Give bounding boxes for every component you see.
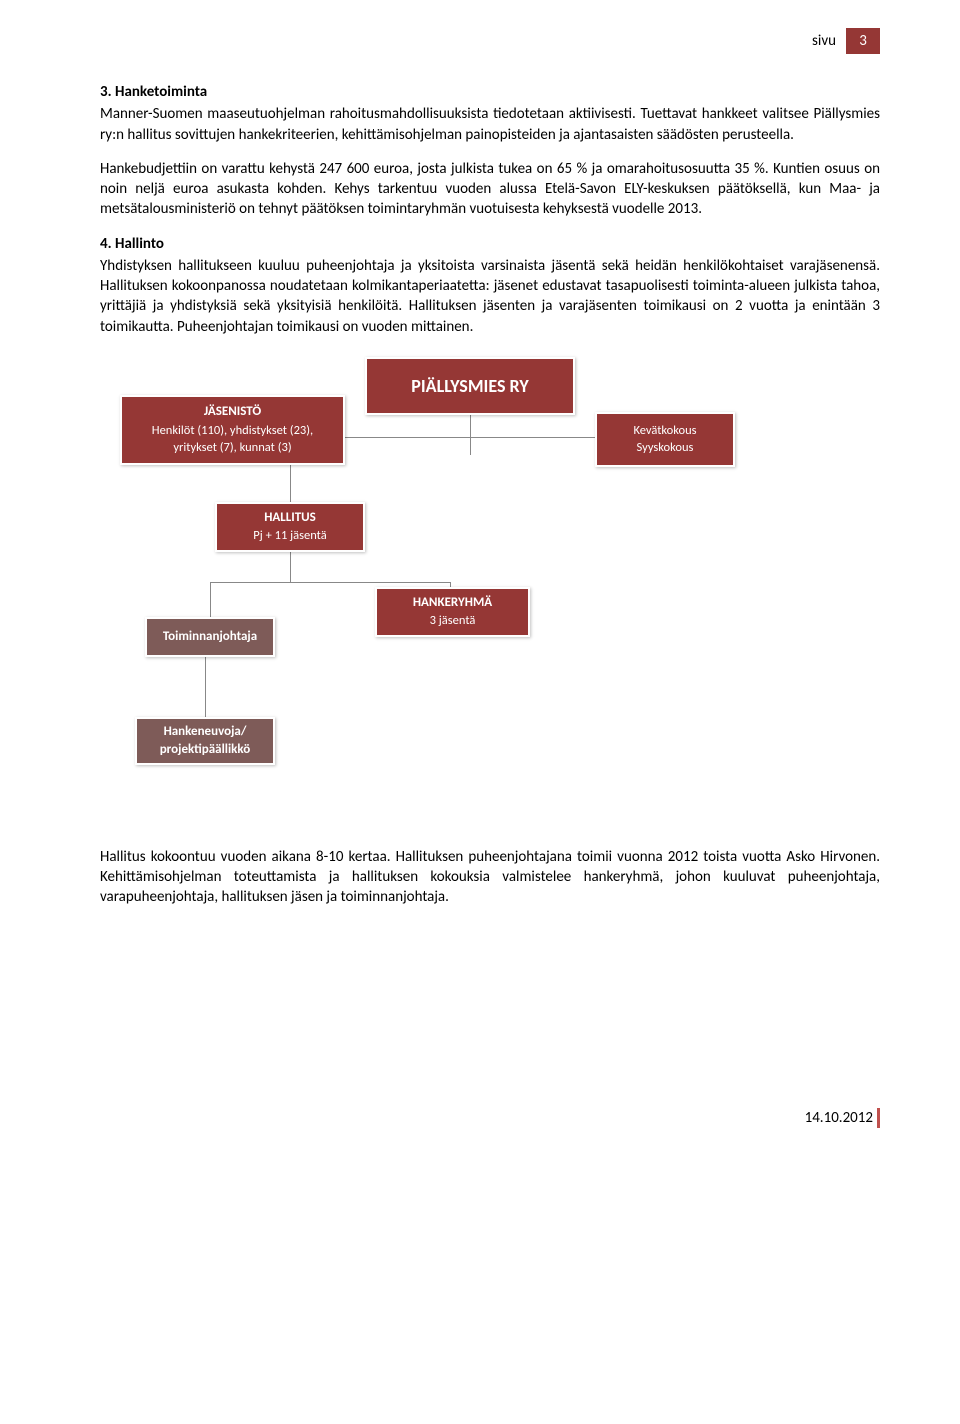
page-header-label: sivu	[812, 31, 836, 51]
node-kokous: KevätkokousSyyskokous	[595, 412, 735, 467]
footer-date: 14.10.2012	[100, 1108, 880, 1128]
para-3-2: Hankebudjettiin on varattu kehystä 247 6…	[100, 159, 880, 220]
node-piallysmies: PIÄLLYSMIES RY	[365, 357, 575, 415]
node-hankeryhma: HANKERYHMÄ3 jäsentä	[375, 587, 530, 637]
connector	[205, 657, 206, 717]
node-hallitus: HALLITUSPj + 11 jäsentä	[215, 502, 365, 552]
page-header: sivu 3	[100, 0, 880, 74]
heading-4: 4. Hallinto	[100, 234, 880, 254]
node-subtitle: 3 jäsentä	[430, 613, 476, 630]
section-4: 4. Hallinto Yhdistyksen hallitukseen kuu…	[100, 234, 880, 337]
section-3: 3. Hanketoiminta Manner-Suomen maaseutuo…	[100, 82, 880, 220]
node-title: Hankeneuvoja/ projektipäällikkö	[145, 723, 265, 758]
node-subtitle: Pj + 11 jäsentä	[253, 528, 326, 545]
node-hankeneuvoja: Hankeneuvoja/ projektipäällikkö	[135, 717, 275, 765]
node-title: Toiminnanjohtaja	[163, 628, 257, 646]
page-number: 3	[846, 28, 880, 54]
node-subtitle: KevätkokousSyyskokous	[633, 423, 696, 457]
connector	[345, 437, 595, 438]
node-toiminnanjohtaja: Toiminnanjohtaja	[145, 617, 275, 657]
node-title: JÄSENISTÖ	[204, 403, 261, 421]
connector	[290, 552, 291, 582]
connector	[210, 582, 211, 617]
para-4-1: Yhdistyksen hallitukseen kuuluu puheenjo…	[100, 256, 880, 337]
org-chart: PIÄLLYSMIES RY JÄSENISTÖ Henkilöt (110), y…	[100, 357, 880, 827]
node-subtitle: Henkilöt (110), yhdistykset (23), yrityk…	[130, 423, 335, 457]
para-3-1: Manner-Suomen maaseutuohjelman rahoitusm…	[100, 104, 880, 145]
node-title: PIÄLLYSMIES RY	[411, 374, 528, 398]
node-title: HANKERYHMÄ	[413, 594, 492, 612]
connector	[290, 465, 291, 502]
connector	[210, 582, 450, 583]
para-4-2: Hallitus kokoontuu vuoden aikana 8-10 ke…	[100, 847, 880, 908]
heading-3: 3. Hanketoiminta	[100, 82, 880, 102]
connector	[470, 415, 471, 455]
node-title: HALLITUS	[264, 509, 316, 527]
node-jasenisto: JÄSENISTÖ Henkilöt (110), yhdistykset (23…	[120, 395, 345, 465]
